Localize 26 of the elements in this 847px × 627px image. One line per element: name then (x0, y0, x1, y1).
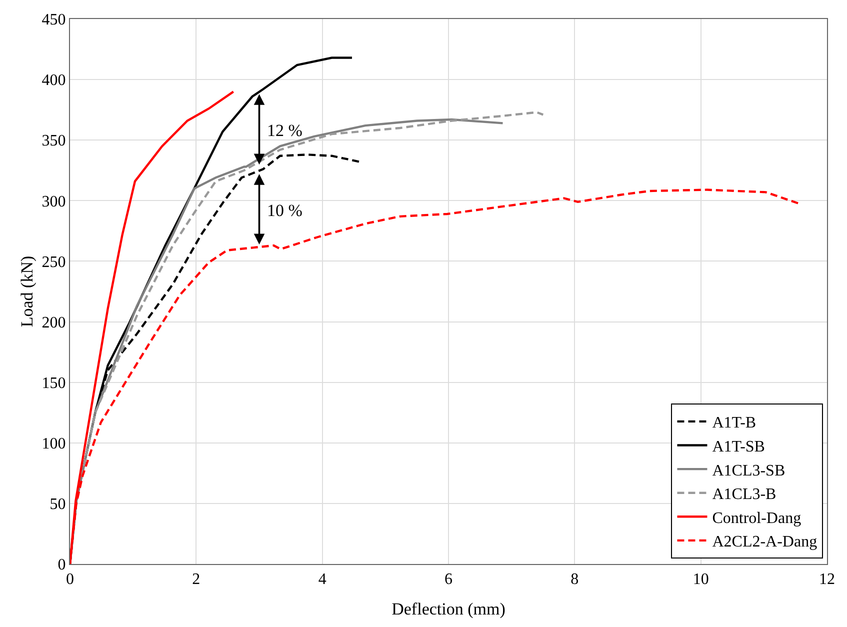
y-tick-label: 350 (42, 132, 66, 150)
annotation: 12 % (267, 121, 302, 140)
y-axis-title: Load (kN) (17, 256, 36, 328)
y-tick-label: 200 (42, 314, 66, 332)
y-tick-label: 300 (42, 193, 66, 210)
x-axis-title: Deflection (mm) (392, 600, 506, 619)
x-tick-label: 10 (692, 571, 709, 588)
x-tick-label: 6 (444, 571, 452, 588)
y-tick-label: 450 (42, 12, 66, 29)
x-tick-label: 2 (192, 571, 200, 588)
y-tick-label: 400 (42, 72, 66, 90)
legend-label: A2CL2-A-Dang (712, 534, 818, 551)
x-tick-label: 8 (570, 571, 579, 588)
annotation: 10 % (267, 201, 302, 220)
y-tick-label: 0 (58, 556, 66, 574)
legend-label: A1CL3-SB (712, 462, 786, 480)
x-tick-label: 4 (318, 571, 326, 588)
y-tick-label: 50 (50, 496, 66, 514)
legend-label: A1T-SB (712, 438, 765, 456)
legend-label: Control-Dang (712, 510, 802, 527)
y-tick-label: 150 (42, 374, 66, 392)
legend-label: A1T-B (712, 414, 756, 432)
y-tick-label: 100 (42, 435, 66, 452)
x-tick-label: 12 (819, 571, 835, 588)
legend-label: A1CL3-B (712, 486, 776, 504)
y-tick-label: 250 (42, 254, 66, 271)
